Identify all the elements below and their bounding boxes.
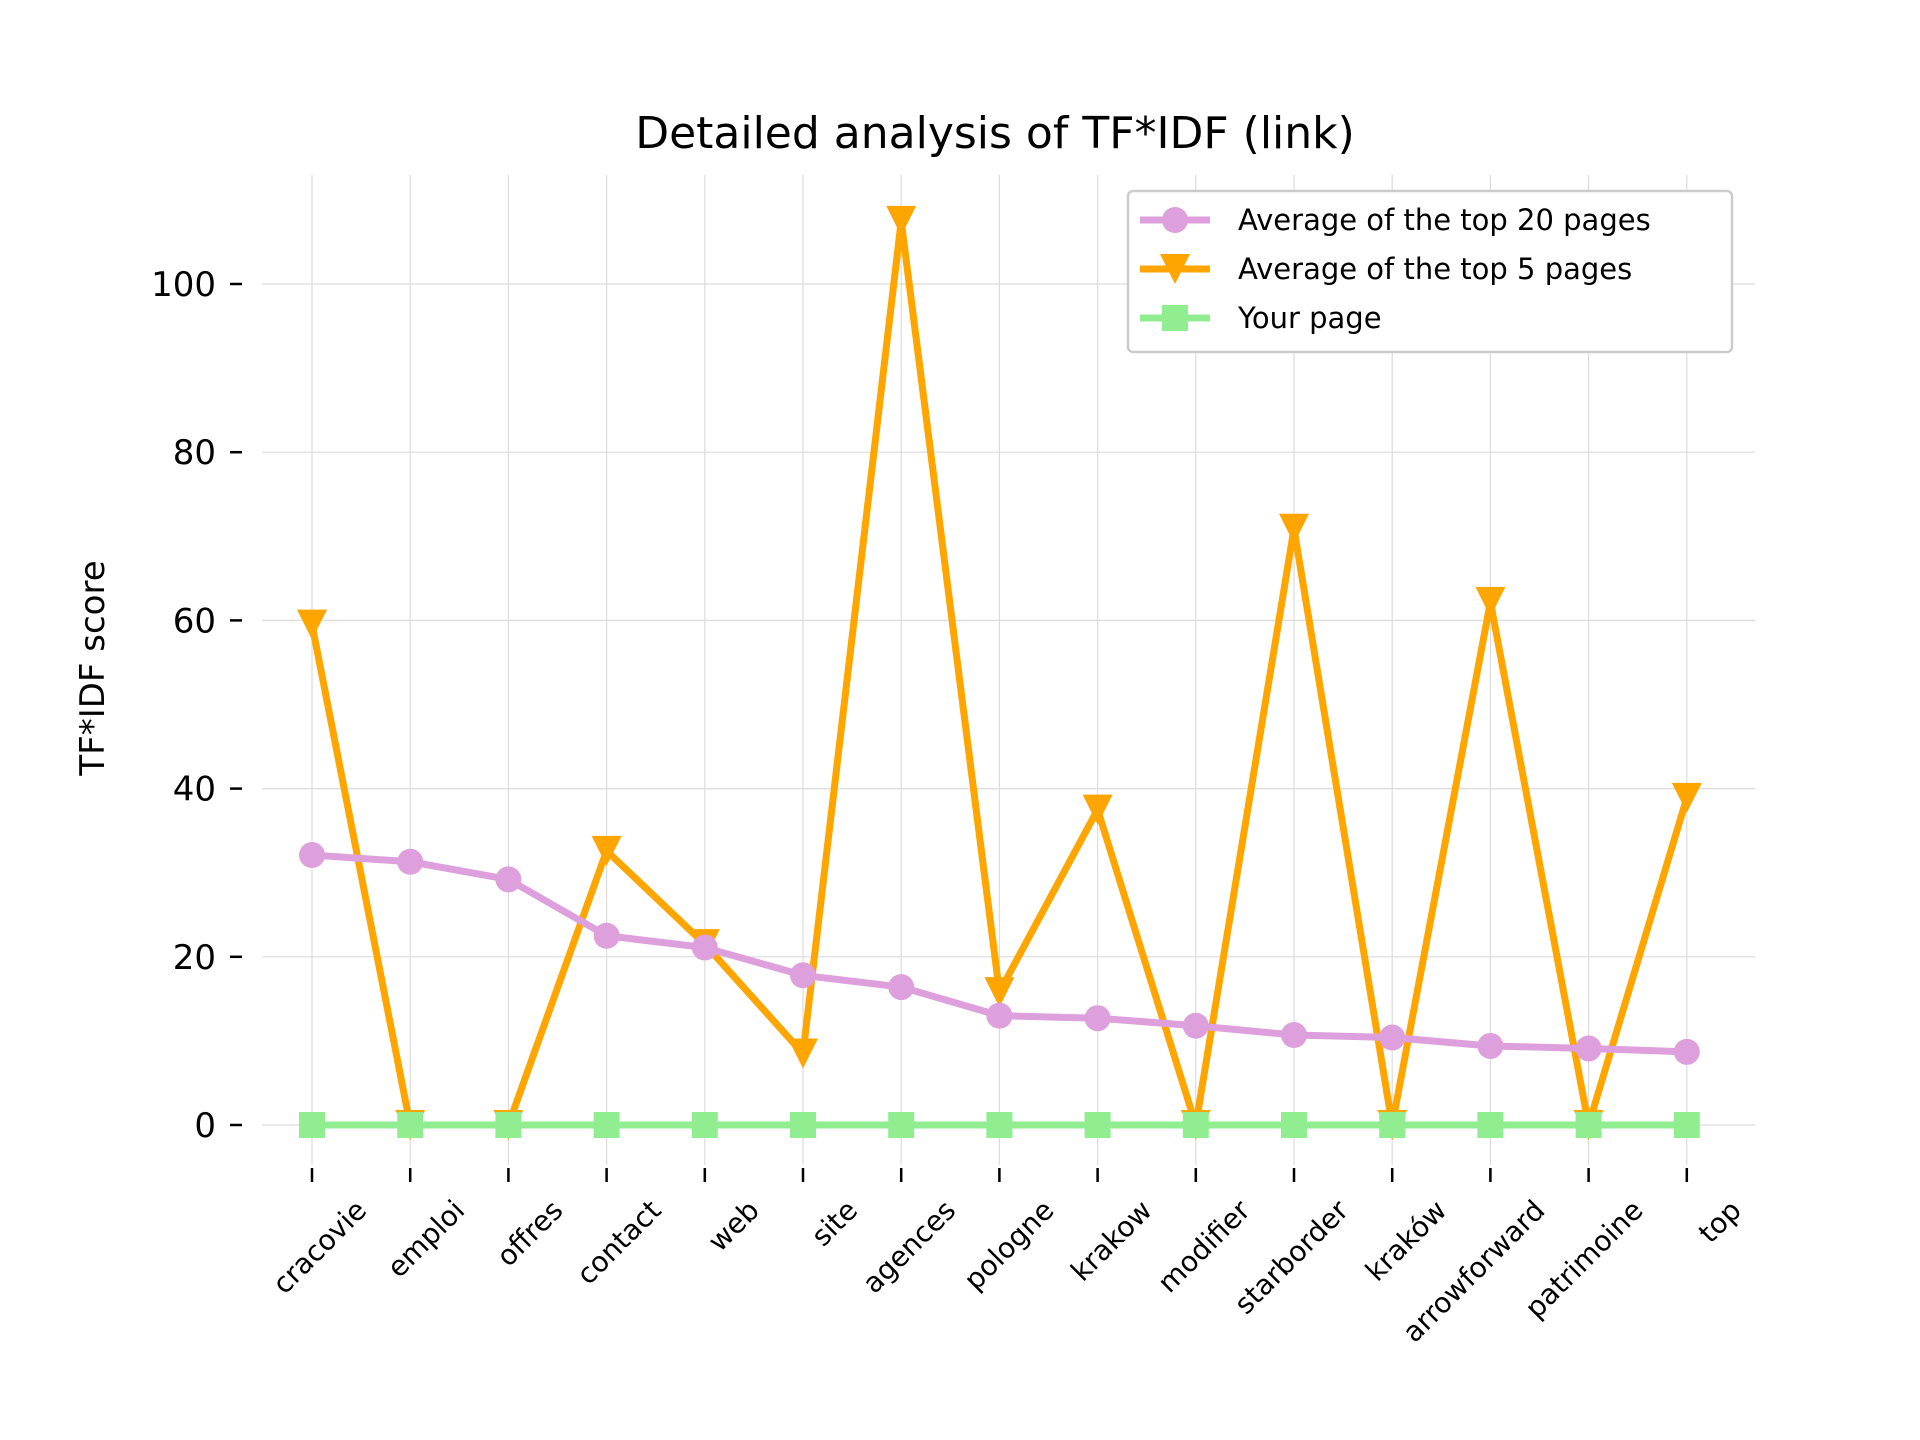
x-tick-label: emploi xyxy=(381,1194,471,1284)
data-point xyxy=(1477,1112,1504,1138)
data-point xyxy=(1182,1012,1209,1039)
data-point xyxy=(790,1112,816,1138)
legend-frame xyxy=(1126,189,1734,354)
data-point xyxy=(1279,513,1309,544)
legend-label: Average of the top 20 pages xyxy=(1238,203,1651,237)
y-axis: 0 20 40 60 80 100 xyxy=(151,265,242,1146)
legend-label: Average of the top 5 pages xyxy=(1238,252,1632,286)
data-point xyxy=(1082,794,1113,825)
x-tick-label: contact xyxy=(570,1194,667,1291)
x-tick-label: web xyxy=(701,1194,765,1258)
legend-item: Your page xyxy=(1140,301,1382,335)
data-point xyxy=(495,1112,522,1138)
y-axis-label: TF*IDF score xyxy=(73,560,113,776)
x-tick-label: top xyxy=(1692,1194,1748,1250)
data-point xyxy=(495,866,522,893)
data-point xyxy=(1575,1112,1602,1138)
data-point xyxy=(1281,1112,1307,1138)
data-point xyxy=(1182,1112,1209,1138)
data-point xyxy=(888,1112,915,1138)
data-point xyxy=(297,609,327,640)
data-point xyxy=(593,922,620,949)
legend-item: Average of the top 5 pages xyxy=(1140,252,1632,286)
x-axis: cracovie emploi offres contact web siteagence… xyxy=(266,1168,1748,1349)
data-point xyxy=(886,205,917,236)
data-point xyxy=(984,977,1015,1008)
x-tick-label: kraków xyxy=(1359,1194,1453,1288)
data-point xyxy=(299,1112,325,1138)
data-point xyxy=(691,934,718,961)
series-0 xyxy=(299,842,1700,1065)
data-point xyxy=(1379,1112,1406,1138)
legend-marker xyxy=(1162,207,1188,233)
y-tick-label: 100 xyxy=(151,265,216,305)
data-point xyxy=(1575,1035,1602,1062)
data-point xyxy=(397,1112,424,1138)
legend-item: Average of the top 20 pages xyxy=(1140,203,1651,237)
data-point xyxy=(888,974,915,1001)
data-point xyxy=(1379,1024,1406,1051)
x-tick-label: agences xyxy=(856,1194,962,1300)
y-tick-label: 60 xyxy=(173,601,216,641)
data-point xyxy=(691,1112,718,1138)
data-point xyxy=(299,842,325,869)
x-tick-label: offres xyxy=(490,1194,569,1273)
legend: Average of the top 20 pages Average of th… xyxy=(1126,189,1734,354)
data-point xyxy=(1671,782,1702,813)
x-tick-label: pologne xyxy=(957,1194,1060,1297)
chart-title: Detailed analysis of TF*IDF (link) xyxy=(635,108,1355,159)
data-point xyxy=(593,1112,620,1138)
y-tick-label: 80 xyxy=(173,433,216,473)
data-point xyxy=(986,1112,1013,1138)
data-point xyxy=(397,848,424,875)
data-point xyxy=(591,835,622,866)
data-point xyxy=(1673,1038,1700,1065)
y-tick-label: 20 xyxy=(173,938,216,978)
x-tick-label: cracovie xyxy=(266,1194,373,1301)
x-tick-label: krakow xyxy=(1064,1194,1158,1288)
legend-marker xyxy=(1160,254,1190,284)
legend-marker xyxy=(1162,305,1188,331)
data-point xyxy=(790,962,816,989)
data-point xyxy=(1281,1022,1307,1049)
data-point xyxy=(788,1038,818,1069)
data-point xyxy=(1084,1112,1111,1138)
series-2 xyxy=(299,1112,1700,1138)
y-tick-label: 40 xyxy=(173,770,216,810)
legend-label: Your page xyxy=(1237,301,1382,335)
y-tick-label: 0 xyxy=(194,1106,216,1146)
data-point xyxy=(1475,586,1506,617)
data-point xyxy=(1477,1032,1504,1059)
series-group xyxy=(297,205,1702,1140)
data-point xyxy=(986,1002,1013,1029)
data-point xyxy=(1673,1112,1700,1138)
x-tick-label: site xyxy=(805,1194,864,1253)
data-point xyxy=(1084,1005,1111,1032)
